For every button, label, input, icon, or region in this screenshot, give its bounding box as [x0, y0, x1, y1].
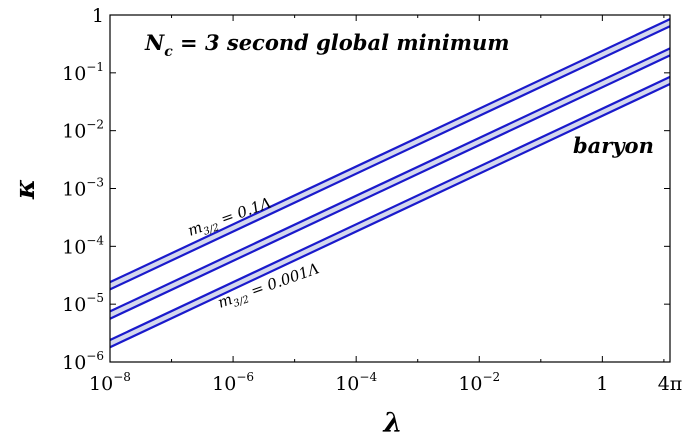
- series-line-1: [109, 25, 671, 291]
- series-line-3: [109, 54, 671, 320]
- lines-layer: [109, 18, 671, 349]
- x-tick-label: 10−6: [212, 370, 254, 395]
- x-tick-labels: 10−8 10−6 10−4 10−2 1 4π: [89, 370, 682, 395]
- y-tick-label: 10−4: [62, 233, 104, 258]
- title-annotation: Nc = 3 second global minimum: [144, 30, 510, 60]
- y-tick-labels: 10−6 10−5 10−4 10−3 10−2 10−1 1: [62, 5, 104, 374]
- band-0: [110, 19, 670, 290]
- y-tick-label: 10−6: [62, 349, 104, 374]
- x-axis-label: λ: [383, 408, 403, 439]
- y-tick-label: 10−5: [62, 291, 104, 316]
- x-tick-label: 10−8: [89, 370, 131, 395]
- x-tick-label: 4π: [658, 373, 683, 395]
- x-tick-label: 10−2: [458, 370, 500, 395]
- baryon-annotation: baryon: [573, 133, 654, 158]
- series-line-2: [109, 47, 671, 313]
- x-tick-label: 1: [596, 373, 608, 395]
- series-line-0: [109, 18, 671, 284]
- y-tick-label: 10−1: [62, 60, 104, 85]
- series-line-5: [109, 83, 671, 349]
- ticks-layer: [109, 14, 671, 363]
- bands-layer: [110, 19, 670, 348]
- y-tick-label: 1: [92, 5, 104, 27]
- plot-frame: [109, 14, 671, 363]
- series-line-4: [109, 75, 671, 342]
- y-tick-label: 10−3: [62, 176, 104, 201]
- x-tick-label: 10−4: [335, 370, 377, 395]
- y-tick-label: 10−2: [62, 118, 104, 143]
- y-axis-label: κ: [10, 179, 41, 200]
- band-1: [110, 48, 670, 319]
- band-2: [110, 76, 670, 348]
